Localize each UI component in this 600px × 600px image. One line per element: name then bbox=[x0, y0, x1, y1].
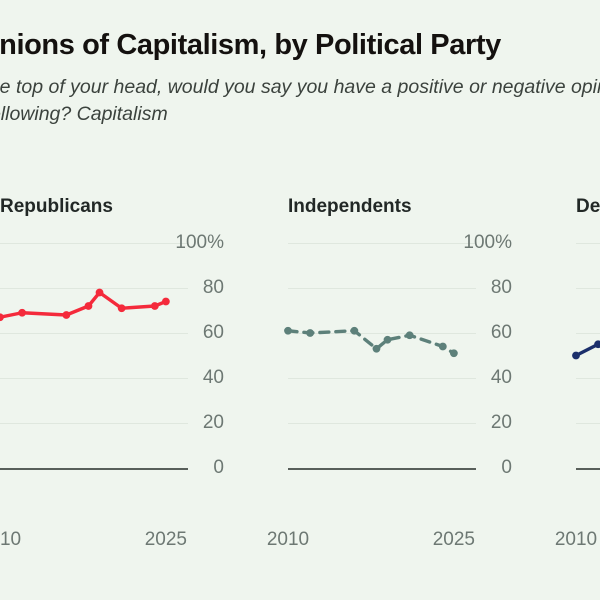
gridline-60 bbox=[0, 333, 188, 334]
data-point bbox=[383, 335, 392, 344]
gridline-60 bbox=[288, 333, 476, 334]
x-axis-line bbox=[288, 468, 476, 470]
y-axis-tick-label: 20 bbox=[202, 412, 224, 433]
gridline-40 bbox=[0, 378, 188, 379]
page-title: Opinions of Capitalism, by Political Par… bbox=[0, 29, 501, 61]
y-axis-tick-label: 0 bbox=[501, 457, 512, 478]
panel-title-independents: Independents bbox=[288, 196, 412, 217]
panel-title-democrats: Democrats bbox=[576, 196, 600, 217]
x-axis-line bbox=[576, 468, 600, 470]
gridline-40 bbox=[288, 378, 476, 379]
small-multiples-panels: Republicans020406080100%20102025Independ… bbox=[0, 188, 600, 550]
gridline-80 bbox=[288, 288, 476, 289]
data-point bbox=[150, 302, 159, 310]
y-axis-tick-label: 100% bbox=[175, 232, 224, 253]
gridline-100 bbox=[576, 243, 600, 244]
data-point bbox=[18, 308, 27, 317]
gridline-20 bbox=[0, 423, 188, 424]
y-axis-tick-label: 40 bbox=[202, 367, 224, 388]
data-point bbox=[161, 297, 170, 306]
plot-area: 0 20 40 60 80 100% 2010 2025 bbox=[175, 232, 476, 550]
y-axis-tick-label: 40 bbox=[490, 367, 512, 388]
y-axis-tick-label: 80 bbox=[490, 277, 512, 298]
data-point bbox=[284, 326, 292, 335]
x-axis-tick-label: 2010 bbox=[554, 529, 598, 550]
x-axis-tick-label: 2025 bbox=[144, 529, 188, 550]
x-axis-tick-label: 2010 bbox=[0, 529, 22, 550]
x-axis-tick-label: 2025 bbox=[432, 529, 476, 550]
series-democrats bbox=[572, 340, 600, 360]
data-point bbox=[594, 340, 600, 349]
data-point bbox=[95, 288, 104, 297]
gridline-100 bbox=[288, 243, 476, 244]
data-point bbox=[438, 342, 447, 351]
data-point bbox=[405, 331, 414, 340]
panel-independents: Independents 0 20 40 60 80 100% 2010 2025 bbox=[175, 188, 476, 550]
data-point bbox=[117, 304, 126, 313]
y-axis-tick-label: 80 bbox=[202, 277, 224, 298]
series-line bbox=[574, 342, 600, 358]
series-republicans bbox=[0, 288, 170, 322]
data-point bbox=[306, 329, 315, 337]
gridline-80 bbox=[0, 288, 188, 289]
series-independents bbox=[284, 326, 458, 358]
panel-title-republicans: Republicans bbox=[0, 196, 113, 217]
gridline-60 bbox=[576, 333, 600, 334]
y-axis-tick-label: 60 bbox=[202, 322, 224, 343]
data-point bbox=[350, 326, 359, 335]
data-point bbox=[572, 351, 580, 360]
gridline-100 bbox=[0, 243, 188, 244]
data-point bbox=[84, 302, 93, 310]
y-axis-tick-label: 100% bbox=[463, 232, 512, 253]
y-axis-tick-label: 20 bbox=[490, 412, 512, 433]
gridline-20 bbox=[576, 423, 600, 424]
gridline-40 bbox=[576, 378, 600, 379]
x-axis-tick-label: 2010 bbox=[266, 529, 310, 550]
gridline-80 bbox=[576, 288, 600, 289]
chart-header: Opinions of Capitalism, by Political Par… bbox=[0, 28, 600, 128]
x-axis-line bbox=[0, 468, 188, 470]
chart-subtitle: Off the top of your head, would you say … bbox=[0, 76, 600, 125]
series-line bbox=[0, 290, 168, 319]
data-point bbox=[62, 311, 71, 319]
y-axis-tick-label: 60 bbox=[490, 322, 512, 343]
data-point bbox=[372, 344, 381, 353]
data-point bbox=[449, 349, 458, 358]
series-line bbox=[286, 329, 456, 355]
gridline-20 bbox=[288, 423, 476, 424]
data-point bbox=[0, 313, 4, 322]
y-axis-tick-label: 0 bbox=[213, 457, 224, 478]
